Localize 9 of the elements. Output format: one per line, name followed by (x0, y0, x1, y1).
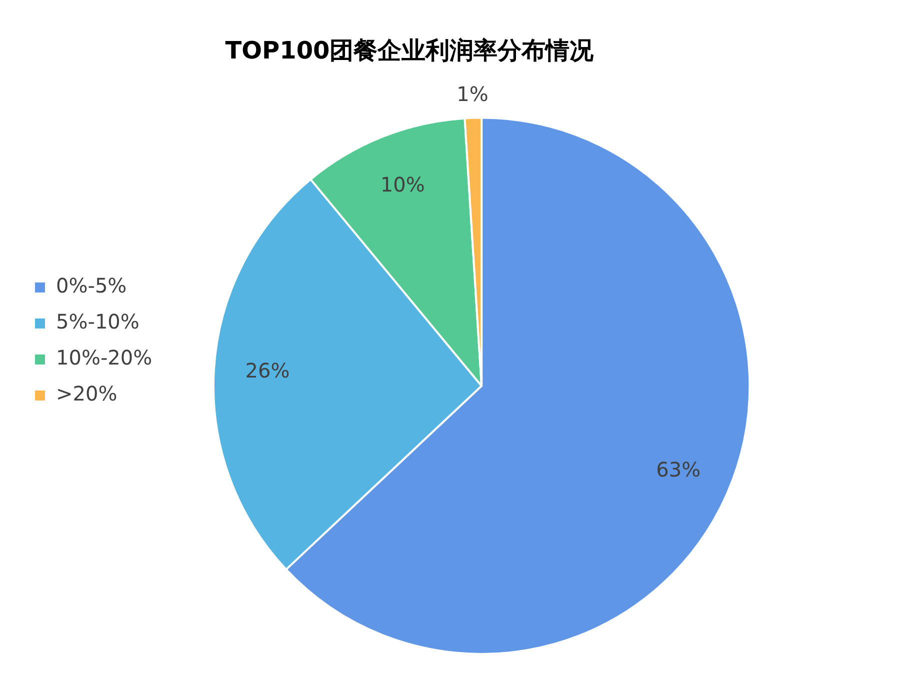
data-label: 10% (380, 172, 425, 197)
legend-label: >20% (56, 382, 118, 406)
data-label: 26% (245, 358, 290, 383)
legend-label: 0%-5% (56, 274, 127, 298)
data-label: 63% (656, 457, 701, 482)
legend-label: 10%-20% (56, 346, 152, 370)
data-label: 1% (456, 82, 488, 106)
legend-label: 5%-10% (56, 310, 140, 334)
chart-title: TOP100团餐企业利润率分布情况 (225, 36, 595, 65)
